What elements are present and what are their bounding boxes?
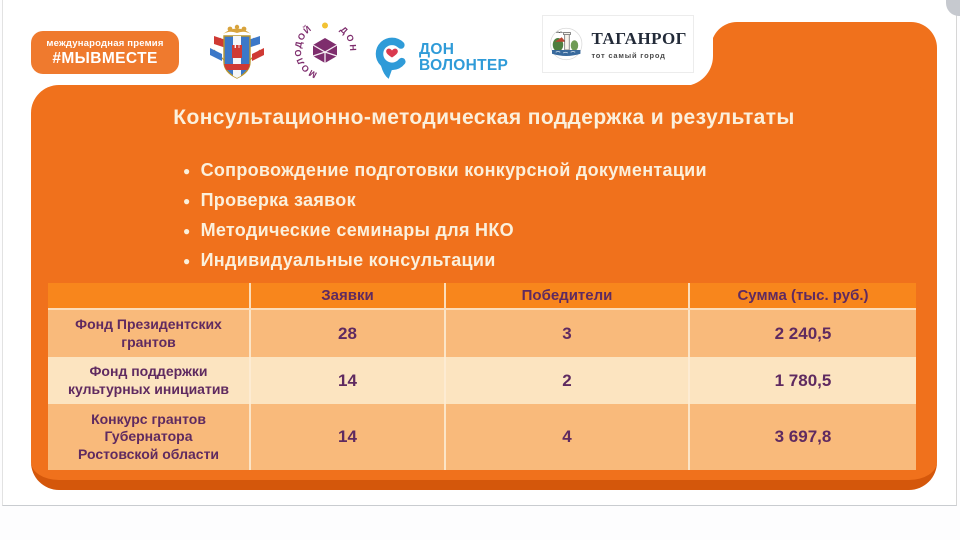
- don-volonter-pin-heart-icon: [375, 37, 409, 79]
- table-cell-value: 14: [251, 404, 446, 470]
- don-volonter-text-line1: ДОН: [419, 41, 455, 58]
- table-cell-value: 4: [446, 404, 690, 470]
- table-cell-value: 3: [446, 310, 690, 357]
- award-badge-subtitle: международная премия: [46, 37, 164, 49]
- bullet-item: ● Методические семинары для НКО: [183, 219, 707, 243]
- bullet-dot-icon: ●: [183, 164, 191, 178]
- myvmeste-award-badge: международная премия #МЫВМЕСТЕ: [31, 31, 179, 74]
- bullet-text: Сопровождение подготовки конкурсной доку…: [200, 160, 707, 180]
- taganrog-city-logo: ТАГАНРОГ тот самый город: [542, 15, 694, 73]
- molodoy-don-arc-text-right: ДОН: [338, 24, 356, 53]
- table-row-label: Фонд Президентских грантов: [48, 310, 251, 357]
- table-cell-value: 3 697,8: [690, 404, 916, 470]
- taganrog-title: ТАГАНРОГ: [591, 28, 687, 48]
- don-volonter-text-line2: ВОЛОНТЕР: [419, 57, 509, 74]
- taganrog-subtitle: тот самый город: [591, 50, 666, 60]
- table-cell-value: 2 240,5: [690, 310, 916, 357]
- molodoy-don-logo-icon: МОЛОДОЙ ДОН: [293, 22, 357, 80]
- bullet-item: ● Проверка заявок: [183, 189, 707, 213]
- table-cell-value: 1 780,5: [690, 357, 916, 404]
- bullet-dot-icon: ●: [183, 194, 191, 208]
- award-badge-title: #МЫВМЕСТЕ: [52, 49, 158, 67]
- don-volonter-logo: ДОН ВОЛОНТЕР: [372, 34, 508, 82]
- bullet-item: ● Индивидуальные консультации: [183, 249, 707, 273]
- presentation-slide: международная премия #МЫВМЕСТЕ: [2, 0, 957, 506]
- svg-text:ДОН: ДОН: [338, 24, 357, 53]
- table-row-label: Фонд поддержки культурных инициатив: [48, 357, 251, 404]
- bullet-text: Проверка заявок: [200, 190, 356, 210]
- bullet-dot-icon: ●: [183, 224, 191, 238]
- taganrog-emblem-icon: [550, 27, 583, 61]
- table-cell-value: 14: [251, 357, 446, 404]
- table-cell-value: 2: [446, 357, 690, 404]
- rostov-region-coat-of-arms-icon: [210, 24, 264, 79]
- table-cell-value: 28: [251, 310, 446, 357]
- table-header-amount: Сумма (тыс. руб.): [690, 283, 916, 310]
- table-header-applications: Заявки: [251, 283, 446, 310]
- grants-results-table: Заявки Победители Сумма (тыс. руб.) Фонд…: [48, 283, 916, 470]
- slide-title: Консультационно-методическая поддержка и…: [173, 106, 795, 129]
- viewer-corner-chrome: [946, 0, 960, 16]
- bullet-text: Методические семинары для НКО: [200, 220, 514, 240]
- table-header-empty: [48, 283, 251, 310]
- bullet-text: Индивидуальные консультации: [200, 250, 496, 270]
- table-header-winners: Победители: [446, 283, 690, 310]
- table-row-label: Конкурс грантов Губернатора Ростовской о…: [48, 404, 251, 470]
- bullet-dot-icon: ●: [183, 254, 191, 268]
- bullet-item: ● Сопровождение подготовки конкурсной до…: [183, 159, 707, 183]
- bullet-list: ● Сопровождение подготовки конкурсной до…: [183, 159, 707, 279]
